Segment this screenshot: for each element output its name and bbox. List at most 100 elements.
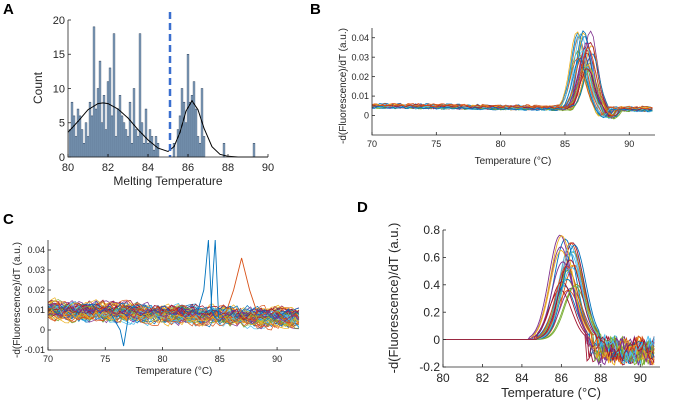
panel-d-lines	[443, 234, 655, 367]
histogram-bar	[152, 149, 156, 158]
panel-c-axis-lines	[47, 240, 300, 351]
panel-b-ylabel: -d(Fluorescence)/dT (a.u.)	[338, 28, 349, 144]
histogram-bar	[104, 129, 108, 158]
panel-b-ytick-label: 0.02	[351, 72, 369, 82]
panel-d-ytick-label: 0.4	[423, 278, 440, 292]
panel-c-xtick-label: 70	[43, 354, 53, 364]
panel-d-xtick-label: 88	[594, 371, 608, 385]
panel-d-ytick-label: 0.8	[423, 223, 440, 237]
histogram-bar	[122, 122, 126, 158]
panel-c-series-line	[47, 303, 299, 321]
panel-d-xtick-label: 80	[436, 371, 450, 385]
histogram-bar	[142, 143, 146, 158]
panel-c-series-line	[47, 304, 300, 322]
histogram-bar	[76, 108, 80, 158]
panel-b-series-line	[371, 31, 653, 117]
histogram-bar	[120, 115, 124, 158]
histogram-bar	[100, 122, 104, 158]
histogram-bar	[70, 101, 74, 158]
panel-d-ticks: 80 82 84 86 88 90 -0.2 0 0.2 0.4 0.6 0.8	[419, 223, 647, 385]
panel-b-xtick-label: 85	[560, 139, 570, 149]
panel-a: A 80 82 84 86 88 90 0 5 10 15 20 Melting Temperatu…	[3, 1, 274, 188]
histogram-bar	[74, 136, 78, 158]
panel-b-xtick-label: 75	[431, 139, 441, 149]
panel-d-xtick-label: 82	[476, 371, 490, 385]
panel-c-ylabel: -d(Fluorescence)/dT (a.u.)	[12, 242, 23, 358]
histogram-bar	[86, 136, 90, 158]
panel-c-xlabel: Temperature (°C)	[136, 366, 213, 377]
histogram-bar	[90, 115, 94, 158]
histogram-bar	[98, 60, 102, 158]
panel-b-xlabel: Temperature (°C)	[475, 156, 552, 167]
panel-c-axes	[47, 240, 300, 351]
panel-c-ticks: 70 75 80 85 90 -0.01 0 0.01 0.02 0.03 0.04	[24, 245, 282, 364]
panel-letter-d: D	[357, 199, 368, 216]
panel-b: B 70 75 80 85 90 0 0.01 0.02 0.03 0.04 Temperatur…	[310, 1, 655, 167]
histogram-bar	[112, 33, 116, 158]
panel-a-xtick-label: 80	[62, 162, 74, 174]
panel-d-series-line	[443, 242, 655, 362]
panel-c-lines	[47, 239, 300, 347]
histogram-bar	[94, 108, 98, 158]
panel-d-series-line	[443, 234, 655, 366]
panel-b-series-line	[371, 30, 653, 117]
panel-c-xtick-label: 85	[215, 354, 225, 364]
histogram-bar	[92, 26, 96, 158]
panel-d-ytick-label: 0	[433, 333, 440, 347]
histogram-bar	[116, 108, 120, 158]
panel-b-series-line	[371, 36, 653, 115]
panel-a-ticks: 80 82 84 86 88 90 0 5 10 15 20	[53, 15, 274, 174]
panel-a-xtick-label: 82	[102, 162, 114, 174]
panel-a-ytick-label: 0	[59, 152, 65, 164]
histogram-bar	[148, 129, 152, 158]
panel-d-series-line	[443, 259, 655, 363]
panel-c-outlier-line	[225, 257, 259, 315]
histogram-bar	[182, 101, 186, 158]
panel-c-series-line	[47, 309, 300, 329]
panel-d-xtick-label: 86	[555, 371, 569, 385]
panel-a-xtick-label: 90	[262, 162, 274, 174]
panel-a-ytick-label: 10	[53, 83, 65, 95]
panel-d-xlabel: Temperature (°C)	[501, 385, 601, 400]
histogram-bar	[126, 136, 130, 158]
panel-a-xtick-label: 86	[182, 162, 194, 174]
panel-a-bars	[68, 26, 256, 158]
panel-letter-a: A	[3, 1, 14, 18]
panel-c-xtick-label: 75	[100, 354, 110, 364]
panel-a-xlabel: Melting Temperature	[113, 174, 222, 188]
panel-letter-c: C	[3, 211, 14, 228]
panel-a-xtick-label: 84	[142, 162, 154, 174]
panel-d-series-line	[443, 235, 655, 364]
panel-b-series-line	[371, 57, 653, 119]
panel-d: D 80 82 84 86 88 90 -0.2 0 0.2 0.4 0.6 0.8 Temperat…	[357, 199, 660, 400]
panel-d-ylabel: -d(Fluorescence)/dT (a.u.)	[386, 223, 401, 374]
panel-c: C 70 75 80 85 90 -0.01 0 0.01 0.02 0.03 0.04 Tempe…	[3, 211, 300, 377]
histogram-bar	[192, 81, 196, 158]
panel-b-ticks: 70 75 80 85 90 0 0.01 0.02 0.03 0.04	[351, 33, 634, 149]
panel-c-xtick-label: 80	[158, 354, 168, 364]
panel-d-ytick-label: 0.6	[423, 251, 440, 265]
panel-b-xtick-label: 90	[624, 139, 634, 149]
panel-c-series-line	[47, 302, 300, 321]
histogram-bar	[138, 33, 142, 158]
panel-a-ylabel: Count	[31, 71, 45, 104]
histogram-bar	[178, 115, 182, 158]
panel-c-ytick-label: 0.02	[27, 285, 45, 295]
histogram-bar	[96, 88, 100, 158]
panel-letter-b: B	[310, 1, 321, 18]
histogram-bar	[202, 136, 206, 158]
panel-c-ytick-label: -0.01	[24, 345, 45, 355]
panel-d-ytick-label: 0.2	[423, 305, 440, 319]
panel-a-ytick-label: 5	[59, 118, 65, 130]
histogram-bar	[82, 143, 86, 158]
panel-c-ytick-label: 0.03	[27, 265, 45, 275]
histogram-bar	[252, 143, 256, 158]
histogram-bar	[108, 67, 112, 158]
histogram-bar	[114, 136, 118, 158]
panel-d-ytick-label: -0.2	[419, 360, 440, 374]
panel-c-outlier-line	[110, 313, 129, 347]
histogram-bar	[140, 122, 144, 158]
histogram-bar	[176, 129, 180, 158]
histogram-bar	[118, 95, 122, 158]
panel-a-xtick-label: 88	[222, 162, 234, 174]
